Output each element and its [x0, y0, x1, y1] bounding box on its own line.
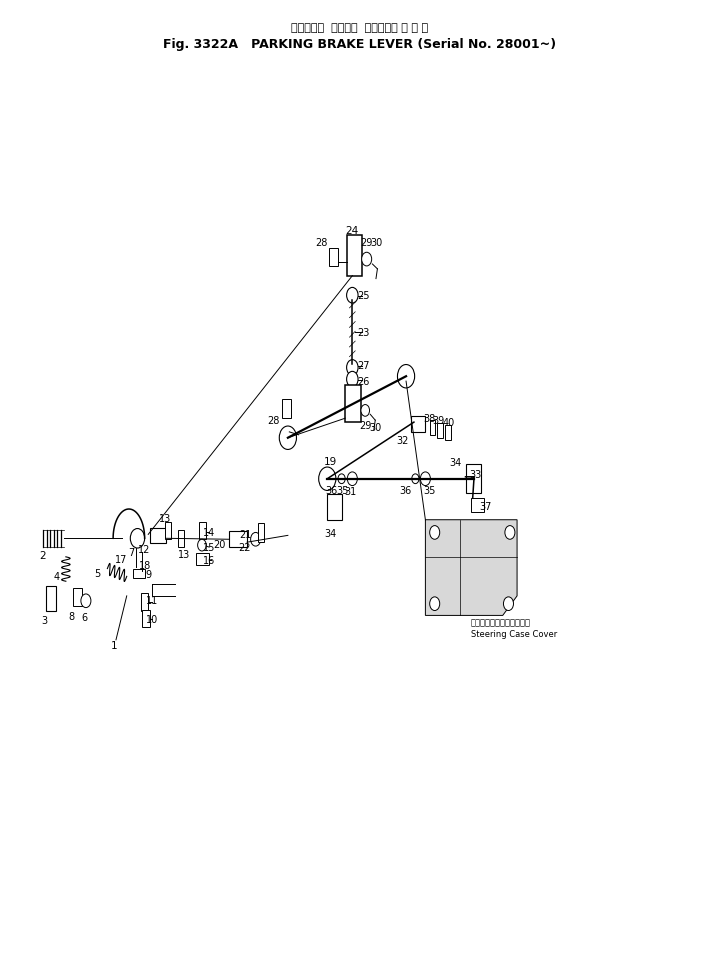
Bar	[142, 610, 150, 628]
Circle shape	[347, 472, 357, 486]
Text: 24: 24	[346, 226, 359, 236]
Text: Steering Case Cover: Steering Case Cover	[470, 630, 557, 639]
Text: 23: 23	[357, 328, 370, 338]
Text: 32: 32	[396, 435, 408, 445]
Bar	[282, 399, 290, 419]
Text: 3: 3	[41, 616, 47, 626]
Text: 39: 39	[432, 416, 444, 425]
Text: 29: 29	[359, 421, 372, 430]
Text: 40: 40	[442, 418, 454, 427]
Text: 33: 33	[470, 469, 482, 479]
Text: 38: 38	[423, 414, 436, 423]
Text: 14: 14	[203, 528, 215, 538]
Text: 13: 13	[159, 513, 171, 523]
Text: 2: 2	[40, 551, 46, 560]
Text: 26: 26	[357, 377, 370, 386]
Text: 35: 35	[423, 486, 436, 496]
Bar	[133, 569, 145, 579]
Bar	[141, 594, 148, 611]
Text: 16: 16	[203, 556, 215, 565]
Circle shape	[347, 289, 358, 304]
Text: 25: 25	[357, 290, 370, 301]
Bar	[446, 425, 452, 440]
Text: 5: 5	[94, 569, 100, 579]
Polygon shape	[426, 520, 517, 616]
Circle shape	[412, 474, 419, 484]
Bar	[229, 532, 247, 548]
Text: 7: 7	[129, 548, 135, 557]
Circle shape	[130, 529, 145, 549]
Circle shape	[81, 595, 91, 608]
Text: 6: 6	[81, 613, 88, 623]
Bar	[258, 523, 264, 543]
Bar	[411, 417, 426, 432]
Text: 10: 10	[146, 615, 158, 625]
Circle shape	[430, 526, 440, 540]
Bar	[165, 522, 171, 540]
Text: 36: 36	[326, 486, 338, 496]
Text: 28: 28	[315, 239, 327, 248]
Text: 35: 35	[336, 486, 349, 496]
Text: 27: 27	[357, 360, 370, 370]
Text: 12: 12	[138, 545, 150, 555]
Circle shape	[279, 426, 296, 450]
Circle shape	[347, 372, 358, 387]
Bar	[196, 554, 209, 565]
Bar	[437, 423, 443, 438]
Text: Fig. 3322A   PARKING BRAKE LEVER (Serial No. 28001~): Fig. 3322A PARKING BRAKE LEVER (Serial N…	[163, 38, 556, 52]
Text: 4: 4	[54, 572, 60, 582]
Text: 13: 13	[178, 550, 190, 559]
Text: 20: 20	[214, 540, 226, 550]
Circle shape	[398, 365, 415, 388]
Text: 22: 22	[238, 543, 251, 553]
Text: 30: 30	[369, 422, 381, 432]
Circle shape	[421, 472, 431, 486]
Text: 9: 9	[145, 570, 151, 580]
Circle shape	[505, 526, 515, 540]
Bar	[199, 522, 206, 540]
Text: ステアリングケースカバー: ステアリングケースカバー	[470, 618, 531, 627]
Circle shape	[503, 598, 513, 611]
Bar	[178, 530, 184, 548]
Text: 15: 15	[203, 543, 215, 553]
Text: 31: 31	[345, 487, 357, 497]
Bar	[73, 589, 81, 606]
Text: 37: 37	[480, 502, 492, 511]
Circle shape	[361, 405, 370, 417]
Text: 17: 17	[115, 555, 127, 564]
Circle shape	[198, 540, 206, 552]
Text: 36: 36	[400, 486, 412, 496]
Text: 18: 18	[139, 560, 151, 570]
Circle shape	[430, 598, 440, 611]
Bar	[471, 499, 484, 512]
Text: 29: 29	[360, 239, 373, 248]
Circle shape	[347, 360, 358, 376]
Bar	[345, 385, 361, 422]
Bar	[329, 249, 338, 267]
Text: 19: 19	[324, 457, 337, 467]
Circle shape	[251, 533, 261, 547]
Text: 28: 28	[267, 416, 279, 425]
Circle shape	[338, 474, 345, 484]
Bar	[327, 495, 342, 520]
Text: 30: 30	[370, 238, 383, 247]
Bar	[430, 421, 436, 435]
Text: 11: 11	[146, 596, 158, 605]
Text: パーキング  ブレーキ  レバー（適 用 号 機: パーキング ブレーキ レバー（適 用 号 機	[291, 22, 428, 33]
Text: 1: 1	[111, 640, 118, 650]
Text: 34: 34	[449, 458, 461, 467]
Bar	[150, 528, 166, 544]
Circle shape	[362, 253, 372, 267]
Text: 21: 21	[239, 530, 252, 540]
Text: 8: 8	[68, 611, 75, 621]
Bar	[465, 465, 481, 494]
Bar	[46, 587, 56, 611]
Text: 34: 34	[325, 528, 337, 538]
Circle shape	[319, 467, 336, 491]
Bar	[347, 236, 362, 277]
